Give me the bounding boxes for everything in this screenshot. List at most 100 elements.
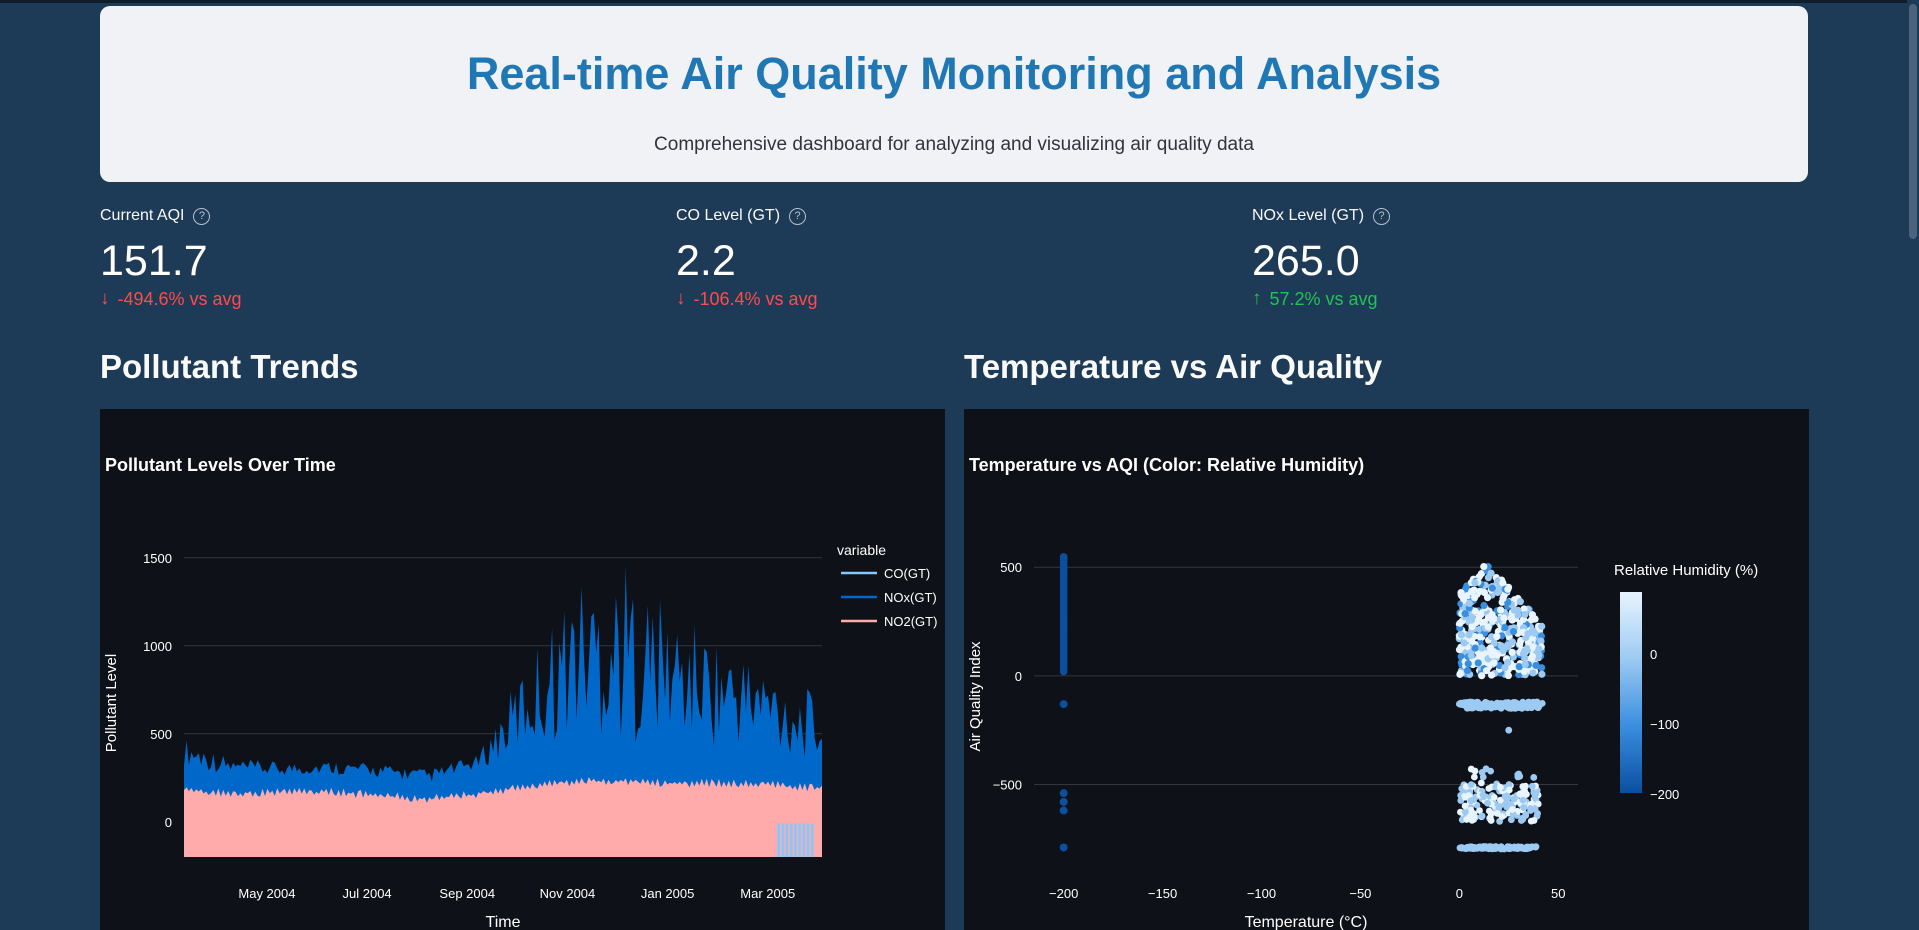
co-bar — [794, 823, 797, 857]
co-bar — [806, 823, 810, 857]
scatter-point — [1467, 806, 1475, 814]
scatter-point — [1465, 599, 1474, 607]
arrow-up-icon: ↑ — [1252, 288, 1262, 309]
scatter-point — [1493, 632, 1501, 640]
metric-label: CO Level (GT) — [676, 207, 781, 224]
scatter-point — [1478, 672, 1486, 680]
scatter-point — [1471, 579, 1479, 587]
help-icon[interactable]: ? — [1373, 207, 1391, 225]
scatter-point — [1467, 765, 1475, 773]
scatter-point — [1479, 791, 1487, 799]
scrollbar-thumb[interactable] — [1909, 4, 1917, 239]
scatter-point — [1530, 789, 1538, 797]
scatter-point — [1515, 670, 1523, 679]
scatter-point — [1501, 663, 1509, 672]
y-tick-label: 1000 — [143, 639, 172, 654]
scatter-point — [1490, 793, 1498, 801]
scatter-point — [1478, 812, 1486, 820]
scatter-point — [1521, 660, 1529, 669]
scatter-point — [1059, 843, 1068, 852]
scatter-point — [1484, 574, 1492, 582]
co-bar — [810, 823, 814, 857]
y-tick-label: 0 — [165, 815, 172, 830]
scatter-point — [1480, 601, 1488, 610]
y-tick-label: 500 — [1000, 560, 1022, 575]
metric-label: Current AQI — [100, 207, 185, 224]
scatter-point — [1507, 614, 1516, 622]
scatter-point — [1515, 663, 1523, 671]
scatter-point — [1059, 789, 1068, 798]
scatter-point — [1457, 631, 1466, 639]
x-axis-label: Time — [486, 914, 521, 930]
scatter-point — [1497, 642, 1505, 650]
scatter-point — [1482, 765, 1490, 773]
scatter-point — [1470, 594, 1479, 602]
scatter-point — [1498, 813, 1506, 820]
scatter-point — [1532, 661, 1540, 670]
scatter-point — [1520, 605, 1528, 613]
scatter-point — [1487, 671, 1496, 679]
scatter-point — [1521, 647, 1529, 655]
chart-title: Temperature vs AQI (Color: Relative Humi… — [969, 455, 1364, 475]
scatter-point — [1476, 807, 1483, 814]
arrow-down-icon: ↓ — [100, 288, 110, 309]
scatter-point — [1528, 654, 1536, 662]
colorbar-tick-label: 0 — [1650, 647, 1657, 662]
scatter-point — [1516, 598, 1524, 606]
metric-value: 265.0 — [1252, 237, 1360, 285]
scatter-point — [1059, 700, 1068, 709]
co-bar — [783, 855, 789, 857]
co-bar — [781, 823, 785, 857]
scatter-point — [1461, 802, 1469, 810]
scatter-point — [1522, 811, 1530, 818]
chart-title: Pollutant Levels Over Time — [105, 455, 336, 475]
scatter-point — [1499, 579, 1507, 587]
scatter-point — [1503, 703, 1511, 711]
scatter-point — [1534, 810, 1541, 817]
y-tick-label: 500 — [150, 727, 172, 742]
scatter-point — [1471, 644, 1479, 652]
scatter-point — [1521, 610, 1529, 619]
scatter-point — [1484, 799, 1491, 807]
scatter-point — [1468, 843, 1476, 851]
scatter-point — [1529, 643, 1537, 651]
help-icon[interactable]: ? — [789, 207, 807, 225]
page-scrollbar[interactable] — [1907, 0, 1919, 930]
scatter-point — [1497, 606, 1505, 614]
scatter-point — [1500, 845, 1508, 853]
x-tick-label: −200 — [1049, 886, 1078, 901]
scatter-point — [1493, 810, 1501, 817]
scatter-point — [1527, 805, 1534, 812]
scatter-point — [1538, 622, 1546, 630]
scatter-point — [1537, 664, 1546, 672]
y-axis-label: Pollutant Level — [103, 654, 120, 752]
scatter-point — [1483, 667, 1491, 675]
scatter-point — [1531, 615, 1539, 623]
scatter-point — [1464, 660, 1472, 668]
colorbar-tick-label: −100 — [1650, 717, 1679, 732]
scatter-point — [1462, 845, 1470, 853]
scatter-point — [1490, 659, 1498, 667]
x-tick-label: −100 — [1247, 886, 1276, 901]
scatter-point — [1487, 633, 1496, 641]
legend-label: CO(GT) — [884, 566, 930, 581]
help-icon[interactable]: ? — [193, 207, 211, 225]
temperature-aqi-chart[interactable]: Temperature vs AQI (Color: Relative Humi… — [964, 409, 1809, 930]
metric-value: 2.2 — [676, 237, 736, 285]
scatter-point — [1510, 795, 1518, 803]
metric-label: NOx Level (GT) — [1252, 207, 1365, 224]
scatter-point — [1470, 813, 1478, 821]
legend-label: NOx(GT) — [884, 590, 937, 605]
pollutant-trends-svg[interactable]: Pollutant Levels Over Time 1500 1000 500 0 Ma… — [100, 409, 945, 930]
scatter-point — [1495, 702, 1503, 709]
y-tick-label: 0 — [1015, 669, 1022, 684]
pollutant-trends-chart[interactable]: Pollutant Levels Over Time 1500 1000 500 0 Ma… — [100, 409, 945, 930]
temperature-aqi-svg[interactable]: Temperature vs AQI (Color: Relative Humi… — [964, 409, 1809, 930]
scatter-point — [1482, 844, 1490, 852]
scatter-point — [1059, 797, 1068, 806]
scatter-point — [1524, 630, 1532, 638]
scatter-point — [1499, 594, 1507, 603]
co-bar — [802, 823, 806, 857]
scatter-point — [1477, 779, 1485, 787]
colorbar — [1620, 592, 1642, 793]
